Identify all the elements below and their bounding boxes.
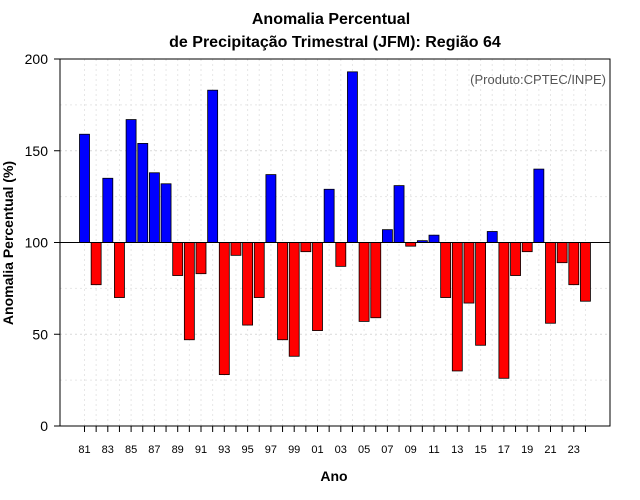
bar-17 — [498, 242, 510, 379]
bar-89 — [172, 242, 184, 276]
bar-85 — [125, 119, 137, 243]
bar-84 — [114, 242, 125, 298]
bar-91 — [195, 242, 207, 275]
bar-19 — [521, 242, 533, 253]
x-axis: 81 83 85 87 89 91 93 95 97 99 01 03 05 07 09 11 13 15 17 19… — [78, 426, 586, 456]
y-tick-label: 150 — [25, 143, 49, 159]
x-tick-label: 93 — [218, 444, 230, 456]
chart-title: Anomalia Percentual — [252, 11, 410, 28]
bar-03 — [335, 242, 347, 267]
bar-94 — [230, 242, 242, 256]
x-tick-label: 89 — [172, 444, 184, 456]
bar-15 — [475, 242, 487, 346]
bar-23 — [568, 242, 580, 286]
x-tick-label: 01 — [311, 444, 323, 456]
chart-subtitle: de Precipitação Trimestral (JFM): Região… — [169, 34, 501, 51]
bar-14 — [463, 242, 475, 304]
x-tick-label: 81 — [78, 444, 90, 456]
bar-06 — [370, 242, 382, 319]
bar-18 — [510, 242, 521, 276]
bar-16 — [486, 231, 498, 243]
x-tick-label: 95 — [241, 444, 253, 456]
bar-90 — [183, 242, 195, 341]
bar-99 — [288, 242, 300, 357]
bar-98 — [277, 242, 288, 341]
bar-12 — [440, 242, 452, 298]
bar-88 — [160, 183, 172, 243]
bar-92 — [207, 89, 219, 243]
bar-24 — [580, 242, 591, 302]
x-tick-label: 85 — [125, 444, 137, 456]
bar-01 — [312, 242, 323, 331]
bar-86 — [137, 143, 149, 243]
bar-83 — [102, 177, 114, 243]
bar-04 — [347, 71, 358, 243]
bar-09 — [405, 242, 417, 247]
bar-13 — [451, 242, 463, 372]
x-tick-label: 15 — [474, 444, 486, 456]
x-tick-label: 07 — [381, 444, 393, 456]
bar-08 — [393, 185, 405, 243]
bar-00 — [300, 242, 312, 253]
bar-05 — [358, 242, 370, 322]
y-tick-label: 0 — [40, 418, 48, 434]
bar-21 — [545, 242, 556, 324]
x-tick-label: 91 — [195, 444, 207, 456]
bar-81 — [79, 133, 90, 243]
credit-annotation: (Produto:CPTEC/INPE) — [470, 72, 606, 87]
bar-02 — [323, 188, 335, 243]
bar-07 — [381, 229, 393, 243]
bar-97 — [265, 174, 277, 243]
x-tick-label: 97 — [265, 444, 277, 456]
x-axis-label: Ano — [320, 468, 347, 484]
x-tick-label: 17 — [498, 444, 510, 456]
y-tick-label: 200 — [25, 51, 49, 67]
bar-20 — [533, 168, 545, 243]
bar-87 — [148, 172, 160, 243]
bar-22 — [556, 242, 568, 264]
x-tick-label: 19 — [521, 444, 533, 456]
y-tick-label: 50 — [32, 326, 48, 342]
x-tick-label: 87 — [148, 444, 160, 456]
bar-93 — [218, 242, 230, 376]
bar-95 — [242, 242, 254, 326]
x-tick-label: 05 — [358, 444, 370, 456]
y-axis-label: Anomalia Percentual (%) — [0, 161, 16, 325]
x-tick-label: 09 — [405, 444, 417, 456]
x-tick-label: 99 — [288, 444, 300, 456]
y-axis: 0 50 100 150 200 — [25, 51, 60, 434]
x-tick-label: 13 — [451, 444, 463, 456]
bar-82 — [90, 242, 102, 286]
x-tick-label: 83 — [102, 444, 114, 456]
x-tick-label: 11 — [428, 444, 439, 456]
bars — [79, 71, 591, 379]
x-tick-label: 21 — [544, 444, 556, 456]
y-tick-label: 100 — [25, 235, 49, 251]
x-tick-label: 03 — [335, 444, 347, 456]
bar-96 — [253, 242, 265, 298]
bar-11 — [428, 234, 440, 243]
x-tick-label: 23 — [568, 444, 580, 456]
